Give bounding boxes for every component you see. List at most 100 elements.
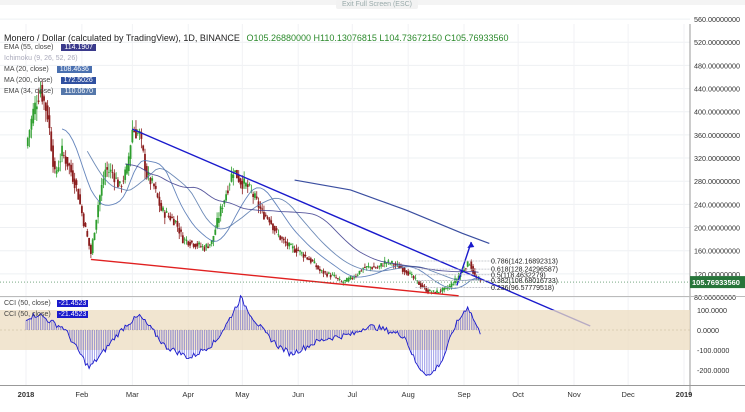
candle-body <box>208 244 211 246</box>
candle-body <box>252 193 255 198</box>
candle-body <box>358 270 361 275</box>
candle-body <box>133 130 136 133</box>
candle-body <box>86 231 89 237</box>
candle-body <box>317 265 319 270</box>
candle-body <box>403 267 406 272</box>
candle-body <box>327 272 330 274</box>
candle-body <box>248 184 251 186</box>
candle-body <box>129 145 132 159</box>
candle-body <box>304 255 307 257</box>
candle-body <box>311 259 314 262</box>
indicator-legend-ema55[interactable]: EMA (55, close) 114.1907 <box>4 44 97 51</box>
candle-body <box>37 100 40 102</box>
y-tick-label: 80.00000000 <box>694 293 736 302</box>
cci-value: -21.4523 <box>56 300 89 307</box>
candle-body <box>171 216 173 218</box>
candle-body <box>75 180 78 185</box>
candle-body <box>205 244 208 248</box>
candle-body <box>365 266 368 268</box>
candle-body <box>192 243 195 247</box>
candle-body <box>351 278 354 280</box>
candle-body <box>266 216 269 219</box>
candle-body <box>115 177 118 179</box>
candle-body <box>373 266 375 268</box>
fib-level-label: 0.236(96.57779518) <box>491 285 554 292</box>
candle-body <box>335 277 337 279</box>
candle-body <box>100 184 103 196</box>
candle-body <box>443 287 446 291</box>
exit-fullscreen-button[interactable]: Exit Full Screen (ESC) <box>336 0 419 9</box>
candle-body <box>28 130 31 138</box>
candle-body <box>315 265 318 268</box>
candle-body <box>113 173 116 183</box>
candle-body <box>53 161 56 170</box>
candle-body <box>109 169 112 172</box>
candle-body <box>261 208 264 210</box>
candle-body <box>207 246 209 249</box>
x-tick-label: 2018 <box>18 390 35 399</box>
candle-body <box>299 250 301 252</box>
candle-body <box>181 235 184 244</box>
candle-body <box>409 272 411 274</box>
candle-body <box>73 178 76 189</box>
candle-body <box>437 292 440 293</box>
x-tick-label: Dec <box>621 390 635 399</box>
candle-body <box>32 108 35 124</box>
candle-body <box>293 249 296 253</box>
fib-level-label: 0.618(128.24296587) <box>491 267 558 274</box>
candle-body <box>225 194 228 201</box>
y-tick-label: 440.00000000 <box>694 85 740 94</box>
candle-body <box>30 118 33 130</box>
y-tick-label: 520.00000000 <box>694 38 740 47</box>
candle-body <box>468 264 471 266</box>
candle-body <box>106 167 109 170</box>
candle-body <box>338 278 341 280</box>
candle-body <box>441 288 444 292</box>
candle-body <box>84 222 87 228</box>
last-price-label: 105.76933560 <box>692 278 740 287</box>
candle-body <box>318 268 321 271</box>
candle-body <box>99 195 101 205</box>
cci-legend-2[interactable]: CCI (50, close) -21.4523 <box>4 311 89 318</box>
indicator-legend-ema34[interactable]: EMA (34, close) 110.0670 <box>4 88 97 95</box>
candle-body <box>194 243 197 248</box>
indicator-legend-ichimoku[interactable]: Ichimoku (9, 26, 52, 26) <box>4 55 78 62</box>
candle-body <box>151 178 154 181</box>
candle-body <box>122 180 125 182</box>
indicator-legend-ma20[interactable]: MA (20, close) 108.4636 <box>4 66 92 73</box>
candle-body <box>35 106 38 110</box>
x-tick-label: May <box>235 390 249 399</box>
candle-body <box>308 258 310 261</box>
candle-body <box>153 183 155 187</box>
candle-body <box>136 132 139 134</box>
cci-legend-1[interactable]: CCI (50, close) -21.4523 <box>4 300 89 307</box>
candle-body <box>423 286 426 288</box>
candle-body <box>201 246 204 247</box>
candle-body <box>59 161 62 163</box>
candle-body <box>295 248 298 253</box>
candle-body <box>88 237 90 246</box>
x-tick-label: Sep <box>457 390 470 399</box>
candle-body <box>387 260 390 262</box>
candle-body <box>158 196 161 206</box>
candle-body <box>398 266 401 269</box>
candle-body <box>371 267 374 269</box>
candle-body <box>167 215 170 217</box>
candle-body <box>457 275 460 280</box>
candle-body <box>333 274 336 277</box>
y-tick-label: 400.00000000 <box>694 108 740 117</box>
candle-body <box>380 263 383 267</box>
indicator-legend-ma200[interactable]: MA (200, close) 172.5026 <box>4 77 96 84</box>
candle-body <box>230 173 233 182</box>
y-tick-label: 360.00000000 <box>694 131 740 140</box>
candle-body <box>326 273 328 277</box>
indicator-label: Ichimoku (9, 26, 52, 26) <box>4 55 78 62</box>
candle-body <box>89 244 92 254</box>
candle-body <box>364 266 366 268</box>
x-tick-label: 2019 <box>676 390 693 399</box>
candle-body <box>263 211 265 220</box>
projection-arrow <box>456 241 472 286</box>
candle-body <box>160 202 163 211</box>
candle-body <box>57 167 60 172</box>
